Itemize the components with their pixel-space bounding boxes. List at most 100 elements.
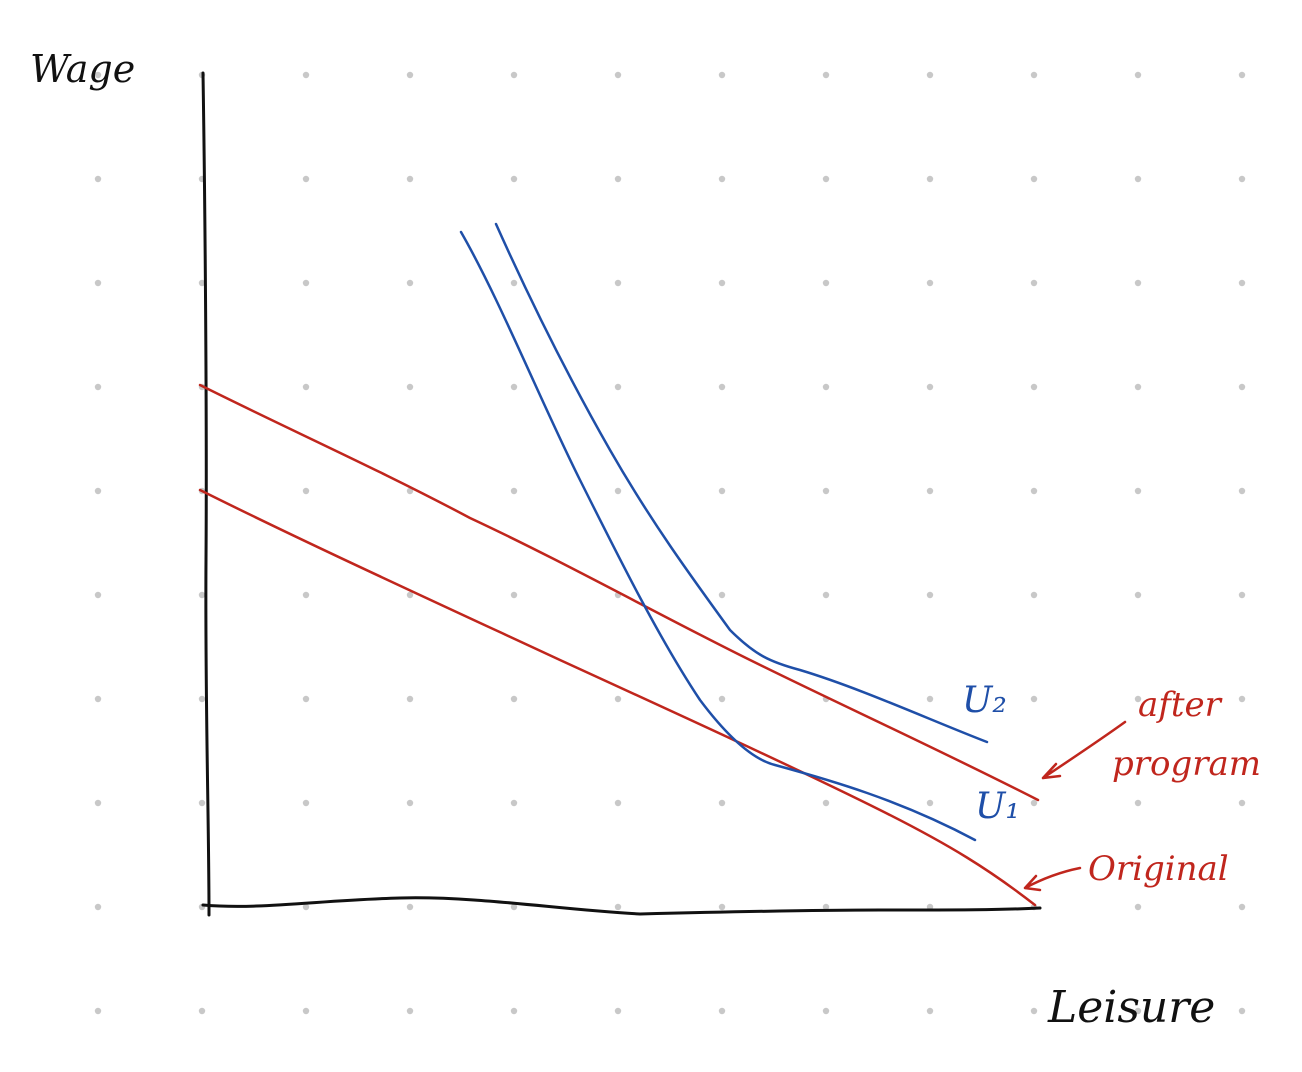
grid-dot xyxy=(718,383,726,391)
grid-dot xyxy=(302,903,310,911)
grid-dot xyxy=(1030,383,1038,391)
y-axis-label: Wage xyxy=(30,47,135,91)
grid-dot xyxy=(926,175,934,183)
grid-dot xyxy=(926,71,934,79)
grid-dot xyxy=(1030,487,1038,495)
original-label: Original xyxy=(1088,849,1229,889)
grid-dot xyxy=(1030,1007,1038,1015)
x-axis-label: Leisure xyxy=(1047,982,1215,1033)
grid-dot xyxy=(302,175,310,183)
grid-dot xyxy=(614,695,622,703)
grid-dot xyxy=(718,695,726,703)
grid-dot xyxy=(1030,591,1038,599)
grid-dot xyxy=(302,487,310,495)
grid-dot xyxy=(1030,71,1038,79)
grid-dot xyxy=(614,799,622,807)
grid-dot xyxy=(510,175,518,183)
grid-dot xyxy=(406,903,414,911)
grid-dot xyxy=(614,175,622,183)
grid-dot xyxy=(1134,383,1142,391)
arrow-original xyxy=(1023,866,1082,892)
grid-dot xyxy=(406,487,414,495)
grid-dot xyxy=(94,279,102,287)
grid-dot xyxy=(614,1007,622,1015)
grid-dot xyxy=(1238,903,1246,911)
u2-label: U₂ xyxy=(962,680,1007,721)
grid-dot xyxy=(926,383,934,391)
grid-dot xyxy=(614,383,622,391)
grid-dot xyxy=(822,1007,830,1015)
grid-dot xyxy=(198,1007,206,1015)
grid-dot xyxy=(1238,799,1246,807)
grid-dot xyxy=(510,279,518,287)
grid-dot xyxy=(614,903,622,911)
grid-dot xyxy=(822,903,830,911)
y-axis xyxy=(201,71,211,917)
grid-dot xyxy=(198,695,206,703)
grid-dot xyxy=(198,799,206,807)
grid-dot xyxy=(1238,383,1246,391)
grid-dot xyxy=(822,279,830,287)
grid-dot xyxy=(822,71,830,79)
dot-grid xyxy=(94,71,1246,1015)
grid-dot xyxy=(1238,279,1246,287)
indifference-curve-u2 xyxy=(494,222,989,744)
grid-dot xyxy=(718,71,726,79)
grid-dot xyxy=(94,799,102,807)
grid-dot xyxy=(94,591,102,599)
grid-dot xyxy=(94,383,102,391)
grid-dot xyxy=(302,695,310,703)
grid-dot xyxy=(614,279,622,287)
after-program-label-line1: after xyxy=(1138,685,1223,725)
grid-dot xyxy=(198,279,206,287)
grid-dot xyxy=(1030,279,1038,287)
grid-dot xyxy=(822,591,830,599)
grid-dot xyxy=(94,487,102,495)
grid-dot xyxy=(510,591,518,599)
grid-dot xyxy=(510,383,518,391)
x-axis xyxy=(201,896,1042,916)
grid-dot xyxy=(822,487,830,495)
grid-dot xyxy=(406,799,414,807)
arrow-after-program xyxy=(1041,720,1127,780)
grid-dot xyxy=(1134,175,1142,183)
grid-dot xyxy=(302,1007,310,1015)
indifference-curve-u1 xyxy=(459,230,977,842)
grid-dot xyxy=(718,903,726,911)
after-program-label-line2: program xyxy=(1112,744,1261,784)
grid-dot xyxy=(1030,799,1038,807)
grid-dot xyxy=(718,279,726,287)
grid-dot xyxy=(718,487,726,495)
grid-dot xyxy=(1134,1007,1142,1015)
grid-dot xyxy=(406,695,414,703)
grid-dot xyxy=(406,279,414,287)
grid-dot xyxy=(1134,591,1142,599)
budget-line-original xyxy=(198,488,1037,907)
grid-dot xyxy=(406,383,414,391)
grid-dot xyxy=(1134,279,1142,287)
grid-dot xyxy=(302,591,310,599)
grid-dot xyxy=(1030,695,1038,703)
budget-line-after-program xyxy=(198,383,1040,802)
grid-dot xyxy=(822,383,830,391)
grid-dot xyxy=(406,175,414,183)
grid-dot xyxy=(302,383,310,391)
grid-dot xyxy=(510,903,518,911)
grid-dot xyxy=(926,1007,934,1015)
u1-label: U₁ xyxy=(975,786,1020,827)
grid-dot xyxy=(510,71,518,79)
grid-dot xyxy=(406,591,414,599)
grid-dot xyxy=(614,71,622,79)
grid-dot xyxy=(1238,71,1246,79)
grid-dot xyxy=(198,591,206,599)
grid-dot xyxy=(926,695,934,703)
grid-dot xyxy=(822,175,830,183)
grid-dot xyxy=(510,695,518,703)
grid-dot xyxy=(94,903,102,911)
grid-dot xyxy=(510,799,518,807)
grid-dot xyxy=(718,799,726,807)
grid-dot xyxy=(1030,175,1038,183)
grid-dot xyxy=(1134,799,1142,807)
grid-dot xyxy=(94,1007,102,1015)
